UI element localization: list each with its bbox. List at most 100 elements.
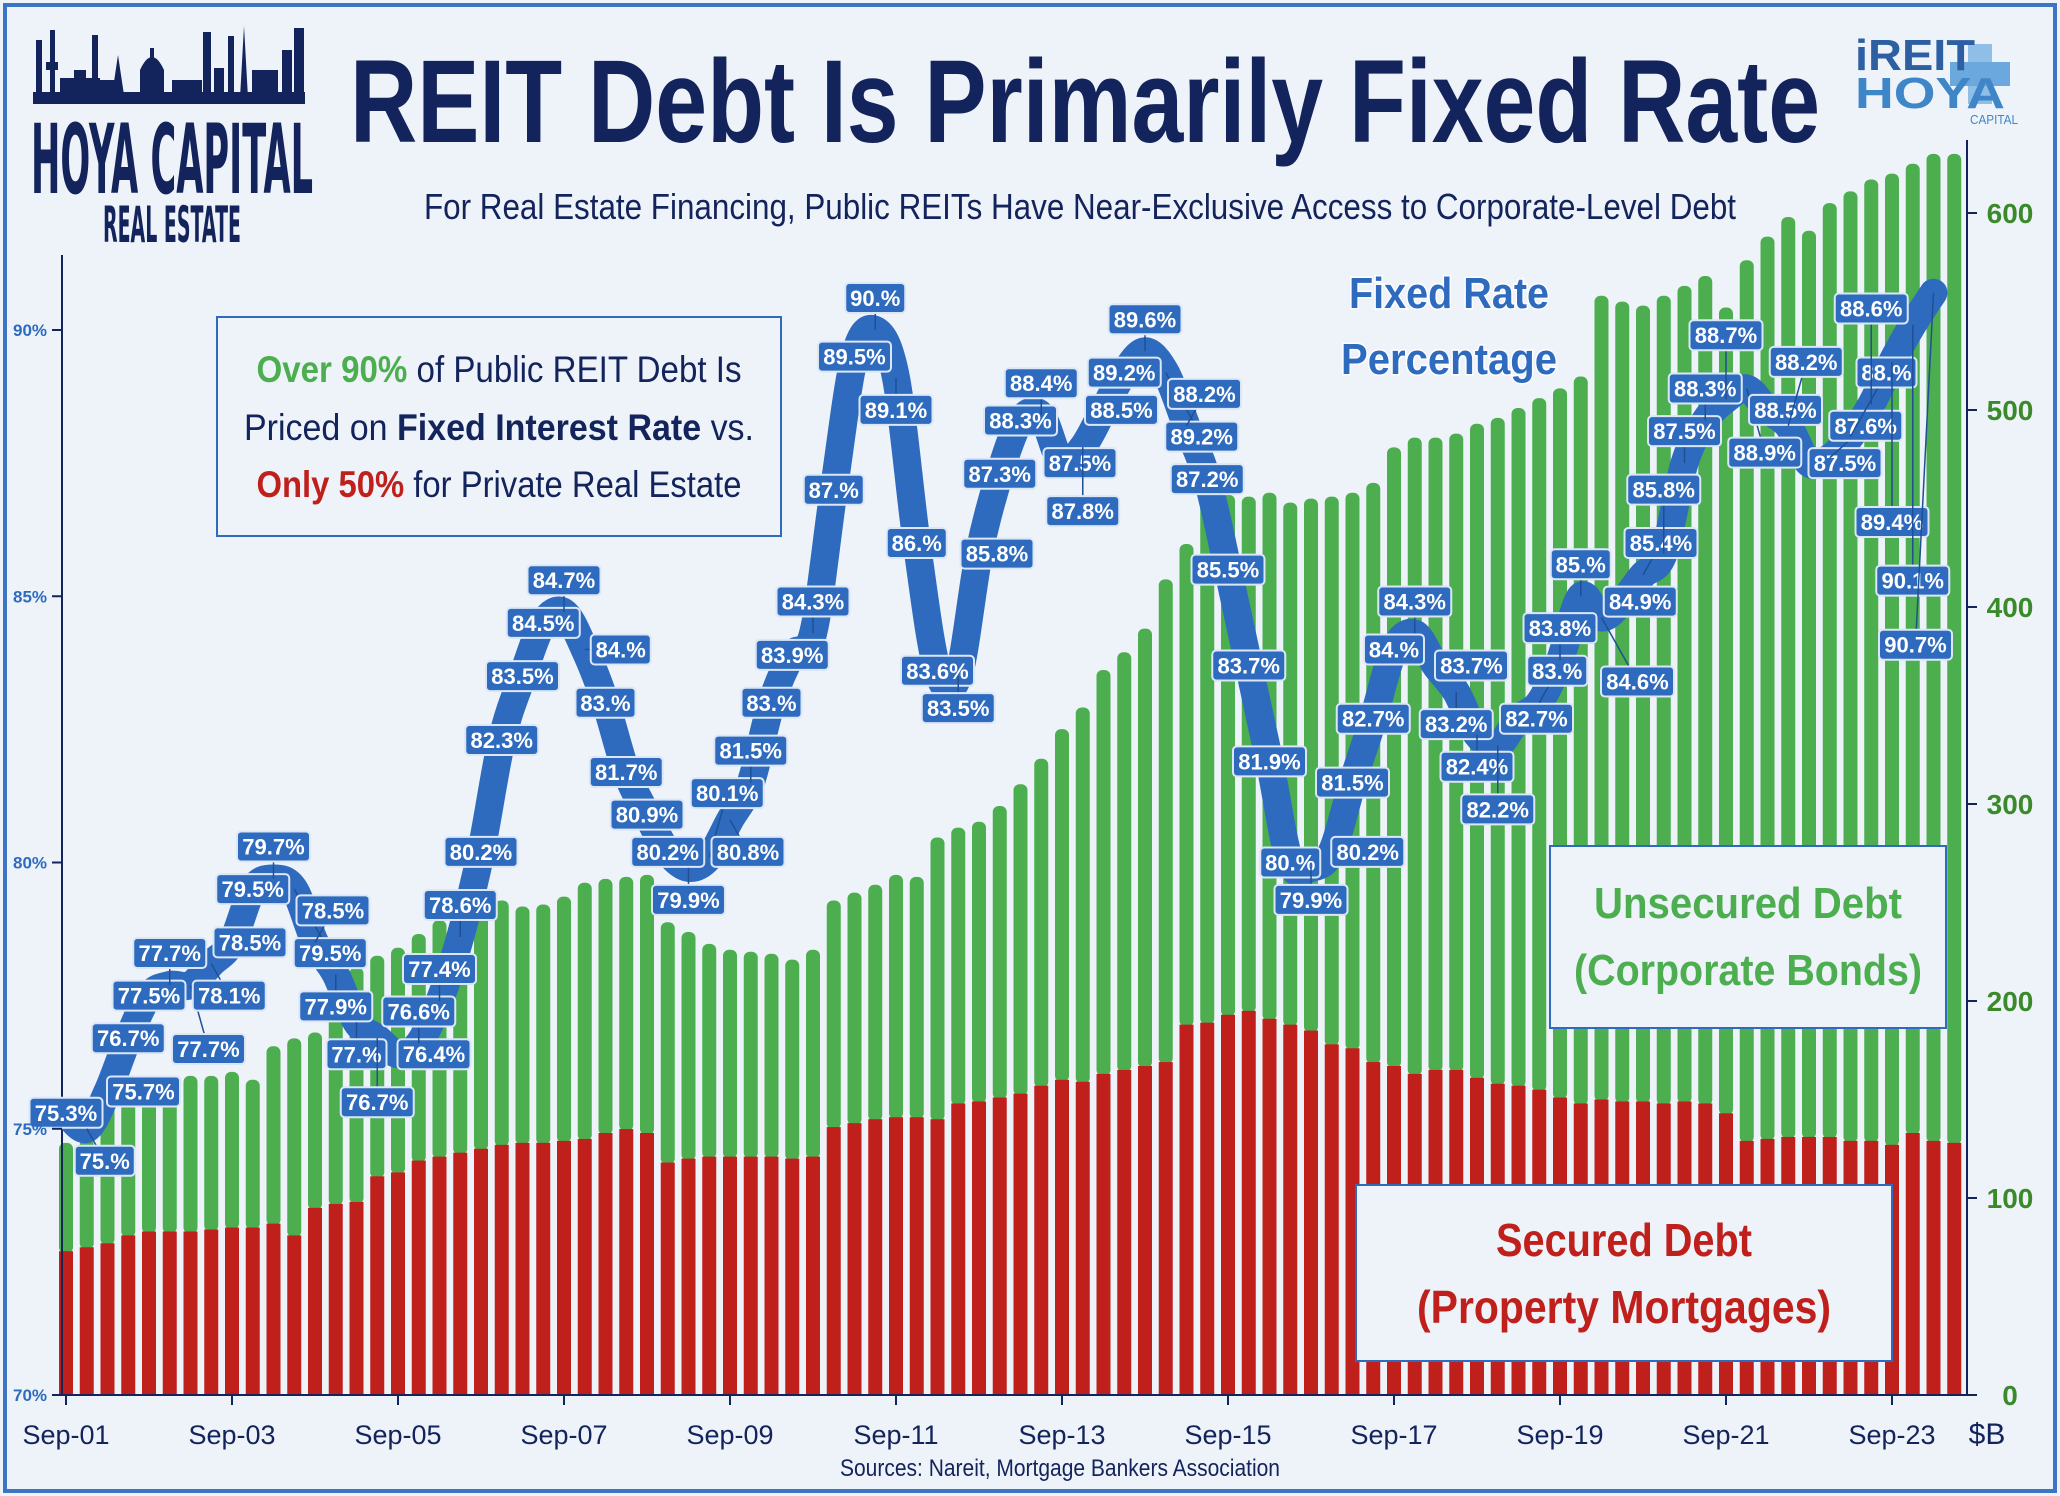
data-label-text: 89.2% [1093,361,1155,386]
bar-unsecured-Mar-04 [266,1046,281,1226]
data-label-text: 84.9% [1609,590,1671,615]
bar-secured-Sep-04 [308,1207,322,1395]
ireit-hoya-logo: iREIT HOYA CAPITAL [1855,31,2018,127]
data-label-box [1169,463,1245,496]
data-label-box [1164,420,1240,453]
bar-secured-Mar-04 [266,1223,281,1395]
data-label-text: 87.5% [1653,419,1715,444]
data-label-box [381,995,457,1028]
bar-secured-Jun-16 [1283,1024,1298,1395]
data-label-Dec-07: 84.% [584,633,652,666]
data-label-Jun-13: 88.4% [1003,367,1079,416]
data-label-Mar-24: 90.7% [1878,292,1953,661]
data-label-text: 83.5% [927,696,989,721]
data-label-text: 77.9% [305,994,367,1019]
data-label-Sep-19: 83.8% [1522,612,1598,661]
data-label-box [90,1022,166,1055]
data-label-Dec-04: 77.9% [298,974,374,1023]
data-label-Dec-20: 85.8% [1626,473,1702,554]
data-label-Mar-04: 79.7% [236,830,311,879]
bar-secured-Mar-10 [764,1156,779,1395]
data-label-Sep-04: 78.5% [295,894,371,943]
bar-secured-Sep-03 [225,1227,239,1395]
data-label-text: 75.% [80,1149,130,1174]
right-tick-label-100: 100 [1987,1183,2034,1214]
bar-secured-Sep-07 [557,1140,571,1395]
data-label-box [775,585,851,618]
data-label-Dec-21: 88.9% [1727,388,1803,469]
data-label-Jun-16: 80.% [1259,846,1322,879]
data-label-box [962,457,1038,490]
bar-secured-Mar-14 [1096,1073,1111,1395]
data-label-box [1190,553,1266,586]
data-label-Sep-02: 77.5% [111,979,187,1012]
bar-secured-Sep-08 [640,1132,654,1395]
data-label-text: 83.% [1532,659,1582,684]
unsecured-line1: Unsecured Debt [1594,879,1902,928]
data-label-text: 88.2% [1775,350,1837,375]
bar-unsecured-Sep-12 [972,821,986,1104]
data-label-box [295,894,371,927]
bar-secured-Mar-06 [432,1156,447,1395]
left-tick-label-90%: 90% [13,321,47,340]
data-label-text: 82.4% [1446,755,1508,780]
data-label-text: 77.% [331,1042,381,1067]
unsecured-debt-label-box: Unsecured Debt (Corporate Bonds) [1549,845,1947,1029]
data-label-Dec-06: 82.3% [464,724,540,757]
data-label-box [1626,473,1702,506]
data-label-text: 90.1% [1882,569,1944,594]
bar-secured-Mar-11 [847,1123,862,1395]
data-label-Jun-17: 82.7% [1335,702,1411,735]
data-label-box [1273,883,1349,916]
data-label-text: 88.7% [1695,323,1757,348]
data-label-text: 90.7% [1884,633,1946,658]
right-tick-label-200: 200 [1987,986,2034,1017]
data-label-Mar-09: 79.9% [651,867,726,916]
bar-secured-Jun-15 [1200,1022,1215,1395]
data-label-box [1003,367,1079,400]
data-label-Sep-15: 85.5% [1190,553,1266,586]
data-label-Jun-18: 83.2% [1418,692,1494,741]
data-label-Sep-22: 87.5% [1807,447,1883,480]
data-label-text: 83.7% [1440,653,1502,678]
bar-unsecured-Mar-03 [183,1075,198,1234]
data-label-Jun-14: 89.2% [1086,356,1162,389]
data-label-text: 82.3% [471,728,533,753]
data-label-text: 76.7% [97,1026,159,1051]
bar-secured-Sep-05 [391,1172,405,1395]
bar-unsecured-Sep-09 [723,949,737,1159]
data-label-Sep-03: 78.5% [212,926,288,959]
data-label-text: 79.9% [657,888,719,913]
bar-unsecured-Sep-03 [225,1071,239,1230]
bar-unsecured-Dec-14 [1158,579,1173,1065]
data-label-Dec-17: 84.3% [1377,585,1453,634]
callout-line3-text: for Private Real Estate [404,464,741,505]
bar-secured-Sep-14 [1138,1066,1152,1395]
data-label-Sep-13: 87.5% [1042,447,1118,480]
data-label-text: 79.7% [242,834,304,859]
bar-unsecured-Jun-04 [287,1038,302,1238]
bar-secured-Dec-15 [1241,1010,1256,1395]
hoya-capital-logo: HOYA CAPITAL REAL ESTATE [31,26,313,254]
data-label-box [111,979,187,1012]
data-label-box [1549,548,1612,581]
right-axis-unit: $B [1969,1418,2006,1451]
data-label-text: 84.6% [1606,670,1668,695]
data-label-box [1259,846,1322,879]
data-label-Dec-15: 83.7% [1211,649,1287,682]
data-label-Jun-02: 76.7% [90,1022,166,1055]
data-label-box [1688,319,1764,352]
data-label-box [630,835,706,868]
callout-line1-text: of Public REIT Debt Is [407,349,741,390]
bar-unsecured-Sep-11 [889,874,903,1120]
bar-secured-Dec-01 [79,1247,94,1395]
data-label-box [212,926,288,959]
data-label-text: 88.% [1861,361,1911,386]
data-label-text: 80.1% [696,781,758,806]
left-tick-label-70%: 70% [13,1386,47,1405]
bar-secured-Dec-11 [909,1117,924,1395]
data-label-box [1623,526,1699,559]
data-label-text: 87.5% [1049,451,1111,476]
bar-unsecured-Mar-11 [847,892,862,1126]
data-label-Mar-18: 83.7% [1434,649,1509,682]
